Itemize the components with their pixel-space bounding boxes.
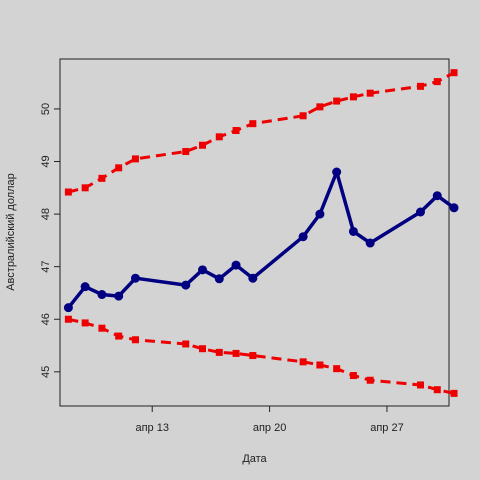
data-point bbox=[298, 232, 308, 242]
data-point bbox=[64, 315, 72, 323]
plot-area bbox=[59, 58, 450, 407]
data-point bbox=[81, 319, 89, 327]
data-point bbox=[199, 345, 207, 353]
data-point bbox=[365, 238, 375, 248]
data-point bbox=[432, 191, 442, 201]
data-point bbox=[333, 365, 341, 373]
data-point bbox=[231, 260, 241, 270]
data-point bbox=[199, 141, 207, 149]
data-point bbox=[181, 280, 191, 290]
data-point bbox=[349, 93, 357, 101]
data-point bbox=[63, 303, 73, 313]
data-point bbox=[316, 361, 324, 369]
x-axis-title: Дата bbox=[242, 453, 267, 465]
data-point bbox=[366, 89, 374, 97]
data-point bbox=[249, 120, 257, 128]
series-line bbox=[67, 170, 456, 309]
data-point bbox=[333, 97, 341, 105]
series-0 bbox=[63, 167, 459, 313]
data-point bbox=[214, 274, 224, 284]
data-point bbox=[232, 127, 240, 135]
x-tick-label: апр 27 bbox=[370, 422, 403, 434]
data-point bbox=[332, 167, 342, 177]
data-point bbox=[80, 282, 90, 292]
x-tick-label: апр 13 bbox=[135, 422, 168, 434]
data-point bbox=[416, 82, 424, 90]
data-point bbox=[81, 184, 89, 192]
data-point bbox=[131, 155, 139, 163]
y-tick-label: 49 bbox=[40, 155, 52, 167]
data-point bbox=[115, 332, 123, 340]
data-point bbox=[366, 376, 374, 384]
data-point bbox=[449, 203, 459, 213]
data-point bbox=[232, 349, 240, 357]
data-point bbox=[215, 133, 223, 141]
series-1 bbox=[64, 69, 458, 196]
data-point bbox=[433, 386, 441, 394]
y-axis: 45 46 47 48 49 50 bbox=[40, 103, 60, 378]
y-tick-label: 50 bbox=[40, 103, 52, 115]
data-point bbox=[349, 372, 357, 380]
data-point bbox=[249, 352, 257, 360]
x-axis: апр 13 апр 20 апр 27 bbox=[135, 406, 404, 434]
series-2 bbox=[64, 315, 458, 397]
x-tick-label: апр 20 bbox=[253, 422, 286, 434]
y-axis-title: Австралийский доллар bbox=[5, 173, 17, 291]
data-point bbox=[299, 358, 307, 366]
data-point bbox=[315, 209, 325, 219]
data-point bbox=[182, 340, 190, 348]
data-point bbox=[64, 188, 72, 196]
data-point bbox=[450, 69, 458, 77]
data-point bbox=[198, 265, 208, 275]
data-point bbox=[450, 389, 458, 397]
data-point bbox=[416, 381, 424, 389]
data-point bbox=[115, 164, 123, 172]
data-point bbox=[433, 78, 441, 86]
y-tick-label: 45 bbox=[40, 366, 52, 378]
data-point bbox=[415, 207, 425, 217]
data-point bbox=[98, 324, 106, 332]
data-point bbox=[97, 290, 107, 300]
series-layer bbox=[63, 69, 459, 397]
data-point bbox=[131, 336, 139, 344]
data-point bbox=[248, 273, 258, 283]
data-point bbox=[215, 348, 223, 356]
data-point bbox=[299, 112, 307, 120]
data-point bbox=[130, 273, 140, 283]
data-point bbox=[182, 148, 190, 156]
data-point bbox=[316, 103, 324, 111]
data-point bbox=[114, 291, 124, 301]
y-tick-label: 47 bbox=[40, 261, 52, 273]
series-line bbox=[68, 71, 455, 194]
y-tick-label: 46 bbox=[40, 313, 52, 325]
data-point bbox=[98, 174, 106, 182]
y-tick-label: 48 bbox=[40, 208, 52, 220]
data-point bbox=[348, 226, 358, 236]
series-line bbox=[68, 317, 455, 395]
